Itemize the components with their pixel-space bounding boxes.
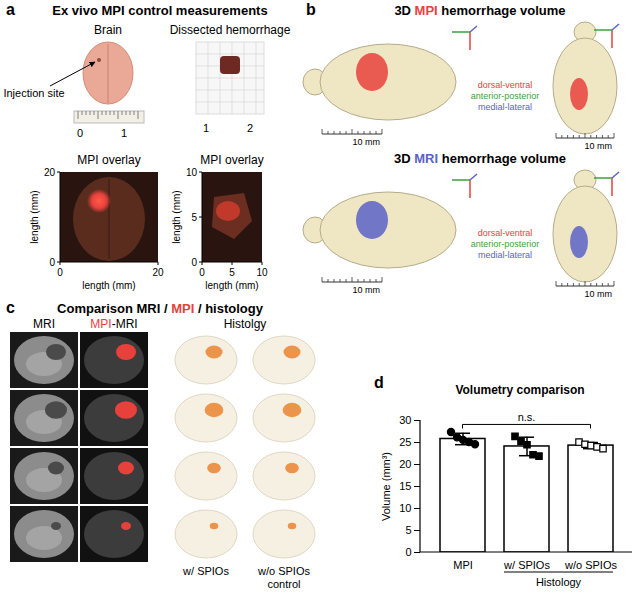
- svg-text:n.s.: n.s.: [518, 411, 536, 423]
- svg-text:length (mm): length (mm): [171, 190, 182, 243]
- svg-text:b: b: [306, 1, 316, 18]
- svg-text:length (mm): length (mm): [205, 280, 258, 291]
- svg-text:a: a: [6, 1, 15, 18]
- svg-text:w/ SPIOs: w/ SPIOs: [182, 565, 229, 577]
- svg-text:Volumetry comparison: Volumetry comparison: [455, 383, 584, 397]
- svg-text:medial-lateral: medial-lateral: [478, 250, 532, 260]
- svg-text:Brain: Brain: [94, 23, 122, 37]
- svg-text:dorsal-ventral: dorsal-ventral: [478, 80, 533, 90]
- svg-text:10 mm: 10 mm: [352, 137, 380, 147]
- svg-text:3D MPI hemorrhage volume: 3D MPI hemorrhage volume: [394, 3, 565, 18]
- svg-text:MPI overlay: MPI overlay: [200, 153, 263, 167]
- svg-text:30: 30: [399, 414, 411, 426]
- svg-text:10 mm: 10 mm: [352, 285, 380, 295]
- svg-text:Injection site: Injection site: [3, 87, 64, 99]
- svg-text:w/ SPIOs: w/ SPIOs: [503, 559, 550, 571]
- svg-text:MPI-MRI: MPI-MRI: [90, 317, 137, 331]
- svg-text:2: 2: [247, 122, 253, 134]
- svg-text:0: 0: [191, 257, 197, 268]
- svg-text:Ex vivo MPI control measuremen: Ex vivo MPI control measurements: [52, 3, 267, 18]
- svg-text:w/o SPIOs: w/o SPIOs: [257, 565, 310, 577]
- svg-text:5: 5: [229, 267, 235, 278]
- svg-text:1: 1: [203, 122, 209, 134]
- svg-text:Dissected hemorrhage: Dissected hemorrhage: [170, 23, 291, 37]
- svg-text:0: 0: [199, 267, 205, 278]
- svg-text:Histology: Histology: [536, 576, 582, 588]
- svg-text:10: 10: [399, 502, 411, 514]
- svg-text:length (mm): length (mm): [82, 280, 135, 291]
- svg-text:20: 20: [44, 167, 56, 178]
- svg-text:0: 0: [49, 257, 55, 268]
- svg-text:control: control: [267, 578, 300, 590]
- svg-text:MRI: MRI: [33, 317, 55, 331]
- svg-text:MPI overlay: MPI overlay: [77, 153, 140, 167]
- svg-text:MPI: MPI: [453, 559, 473, 571]
- svg-text:c: c: [6, 299, 15, 316]
- svg-text:anterior-posterior: anterior-posterior: [471, 239, 540, 249]
- svg-text:w/o SPIOs: w/o SPIOs: [564, 559, 617, 571]
- svg-text:Volume (mm³): Volume (mm³): [380, 452, 392, 521]
- svg-text:Comparison MRI / MPI / histolo: Comparison MRI / MPI / histology: [57, 301, 264, 316]
- svg-text:1: 1: [121, 127, 127, 139]
- svg-text:20: 20: [152, 267, 164, 278]
- svg-text:10: 10: [186, 167, 198, 178]
- svg-text:Histolgy: Histolgy: [224, 317, 267, 331]
- svg-text:medial-lateral: medial-lateral: [478, 102, 532, 112]
- svg-text:20: 20: [399, 458, 411, 470]
- svg-text:10: 10: [256, 267, 268, 278]
- svg-text:dorsal-ventral: dorsal-ventral: [478, 228, 533, 238]
- svg-text:3D MRI hemorrhage volume: 3D MRI hemorrhage volume: [394, 151, 566, 166]
- svg-text:10 mm: 10 mm: [584, 289, 612, 299]
- svg-text:anterior-posterior: anterior-posterior: [471, 91, 540, 101]
- svg-text:25: 25: [399, 436, 411, 448]
- svg-text:15: 15: [399, 480, 411, 492]
- svg-text:length (mm): length (mm): [29, 190, 40, 243]
- svg-text:0: 0: [405, 546, 411, 558]
- svg-text:d: d: [374, 374, 384, 391]
- svg-text:5: 5: [191, 212, 197, 223]
- svg-text:10 mm: 10 mm: [584, 141, 612, 151]
- svg-text:0: 0: [77, 127, 83, 139]
- svg-text:5: 5: [405, 524, 411, 536]
- svg-text:0: 0: [57, 267, 63, 278]
